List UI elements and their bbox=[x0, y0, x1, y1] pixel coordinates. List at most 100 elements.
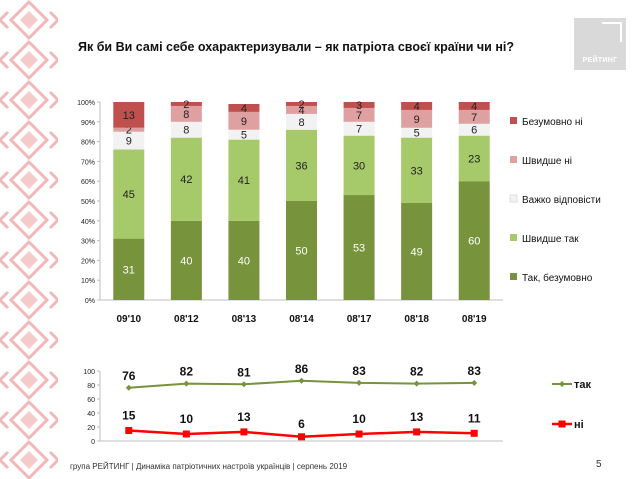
bar-data-label: 7 bbox=[471, 112, 477, 124]
line-data-label-tak: 83 bbox=[352, 364, 366, 378]
line-data-label-tak: 82 bbox=[410, 365, 424, 379]
bar-y-tick-label: 0% bbox=[85, 298, 95, 305]
bar-segment bbox=[170, 121, 202, 138]
bar-y-tick-label: 20% bbox=[81, 258, 95, 265]
line-data-label-tak: 83 bbox=[468, 364, 482, 378]
line-y-tick-label: 20 bbox=[87, 425, 95, 432]
bar-y-tick-label: 90% bbox=[81, 120, 95, 127]
page-number: 5 bbox=[596, 459, 602, 470]
bar-segment bbox=[458, 135, 490, 182]
bar-data-label: 50 bbox=[295, 246, 307, 258]
bar-data-label: 31 bbox=[123, 264, 135, 276]
line-data-label-ni: 15 bbox=[122, 409, 136, 423]
logo-text: РЕЙТИНГ bbox=[582, 57, 618, 64]
bar-segment bbox=[113, 149, 145, 239]
bar-legend-label: Безумовно ні bbox=[522, 117, 583, 128]
line-point-tak bbox=[240, 381, 247, 388]
line-point-ni bbox=[413, 428, 421, 436]
bar-segment bbox=[343, 121, 375, 136]
bar-legend-label: Важко відповісти bbox=[522, 195, 601, 206]
bar-data-label: 33 bbox=[411, 165, 423, 177]
bar-category-label: 08'17 bbox=[347, 314, 372, 325]
bar-data-label: 4 bbox=[414, 101, 420, 113]
line-data-label-ni: 11 bbox=[468, 411, 481, 425]
bar-data-label: 40 bbox=[238, 255, 250, 267]
bar-data-label: 45 bbox=[123, 189, 135, 201]
bar-segment bbox=[113, 131, 145, 150]
bar-y-tick-label: 100% bbox=[77, 100, 95, 107]
bar-y-tick-label: 40% bbox=[81, 219, 95, 226]
line-point-ni bbox=[125, 427, 133, 434]
bar-segment bbox=[401, 137, 433, 203]
line-point-ni bbox=[240, 428, 248, 436]
line-point-tak bbox=[471, 379, 478, 386]
logo-mark-icon bbox=[602, 22, 622, 42]
bar-segment bbox=[228, 129, 260, 140]
bar-data-label: 60 bbox=[468, 236, 480, 248]
bar-segment bbox=[286, 129, 317, 201]
bar-segment bbox=[286, 201, 317, 300]
bar-data-label: 7 bbox=[356, 124, 362, 136]
bar-data-label: 8 bbox=[298, 117, 304, 129]
rating-logo: РЕЙТИНГ bbox=[574, 18, 626, 70]
ornament-border bbox=[0, 0, 58, 479]
page-title: Як би Ви самі себе охарактеризували – як… bbox=[78, 40, 514, 54]
bar-data-label: 7 bbox=[356, 110, 362, 122]
line-point-tak bbox=[298, 377, 305, 384]
bar-segment bbox=[286, 105, 317, 114]
line-data-label-tak: 81 bbox=[237, 365, 251, 379]
line-point-tak bbox=[125, 384, 132, 391]
bar-legend-swatch bbox=[510, 156, 517, 163]
line-data-label-ni: 13 bbox=[410, 410, 424, 424]
bar-data-label: 5 bbox=[414, 128, 420, 140]
bar-segment bbox=[170, 102, 202, 106]
bar-segment bbox=[343, 195, 375, 300]
bar-data-label: 53 bbox=[353, 243, 365, 255]
line-data-label-ni: 10 bbox=[180, 412, 194, 426]
bar-data-label: 49 bbox=[411, 246, 423, 258]
bar-legend-swatch bbox=[510, 234, 517, 241]
bar-data-label: 8 bbox=[183, 125, 189, 137]
line-data-label-tak: 82 bbox=[180, 365, 194, 379]
bar-y-tick-label: 70% bbox=[81, 159, 95, 166]
bar-category-label: 08'18 bbox=[404, 314, 429, 325]
bar-segment bbox=[458, 102, 490, 110]
bar-data-label: 6 bbox=[471, 125, 477, 137]
line-data-label-tak: 86 bbox=[295, 362, 309, 376]
bar-segment bbox=[458, 181, 490, 300]
line-legend-point-tak bbox=[559, 381, 565, 387]
bar-y-tick-label: 60% bbox=[81, 179, 95, 186]
bar-segment bbox=[401, 109, 433, 128]
bar-category-label: 09'10 bbox=[116, 314, 141, 325]
bar-segment bbox=[113, 127, 145, 132]
bar-data-label: 3 bbox=[356, 100, 362, 112]
bar-category-label: 08'13 bbox=[232, 314, 257, 325]
bar-legend-label: Так, безумовно bbox=[522, 272, 593, 284]
bar-segment bbox=[228, 103, 260, 112]
bar-category-label: 08'19 bbox=[462, 314, 487, 325]
line-legend-label: так bbox=[574, 379, 592, 391]
line-data-label-ni: 10 bbox=[352, 412, 366, 426]
line-point-tak bbox=[356, 379, 363, 386]
bar-data-label: 4 bbox=[241, 103, 247, 115]
bar-data-label: 36 bbox=[295, 160, 307, 172]
line-point-tak bbox=[413, 380, 420, 387]
bar-data-label: 30 bbox=[353, 160, 365, 172]
bar-data-label: 2 bbox=[298, 99, 304, 111]
bar-data-label: 4 bbox=[471, 101, 477, 113]
bar-data-label: 9 bbox=[414, 114, 420, 126]
line-legend-point-ni bbox=[558, 420, 566, 428]
line-data-label-tak: 76 bbox=[122, 369, 136, 383]
bar-data-label: 9 bbox=[241, 116, 247, 128]
bar-data-label: 5 bbox=[241, 130, 247, 142]
bar-segment bbox=[113, 102, 145, 128]
bar-segment bbox=[343, 135, 375, 196]
bar-legend-swatch bbox=[510, 117, 517, 124]
bar-legend-label: Швидше ні bbox=[522, 156, 572, 167]
line-y-tick-label: 100 bbox=[83, 369, 95, 376]
bar-category-label: 08'12 bbox=[174, 314, 199, 325]
line-point-tak bbox=[183, 380, 190, 387]
line-legend-label: ні bbox=[574, 419, 584, 431]
bar-data-label: 41 bbox=[238, 175, 250, 187]
line-data-label-ni: 13 bbox=[237, 410, 251, 424]
